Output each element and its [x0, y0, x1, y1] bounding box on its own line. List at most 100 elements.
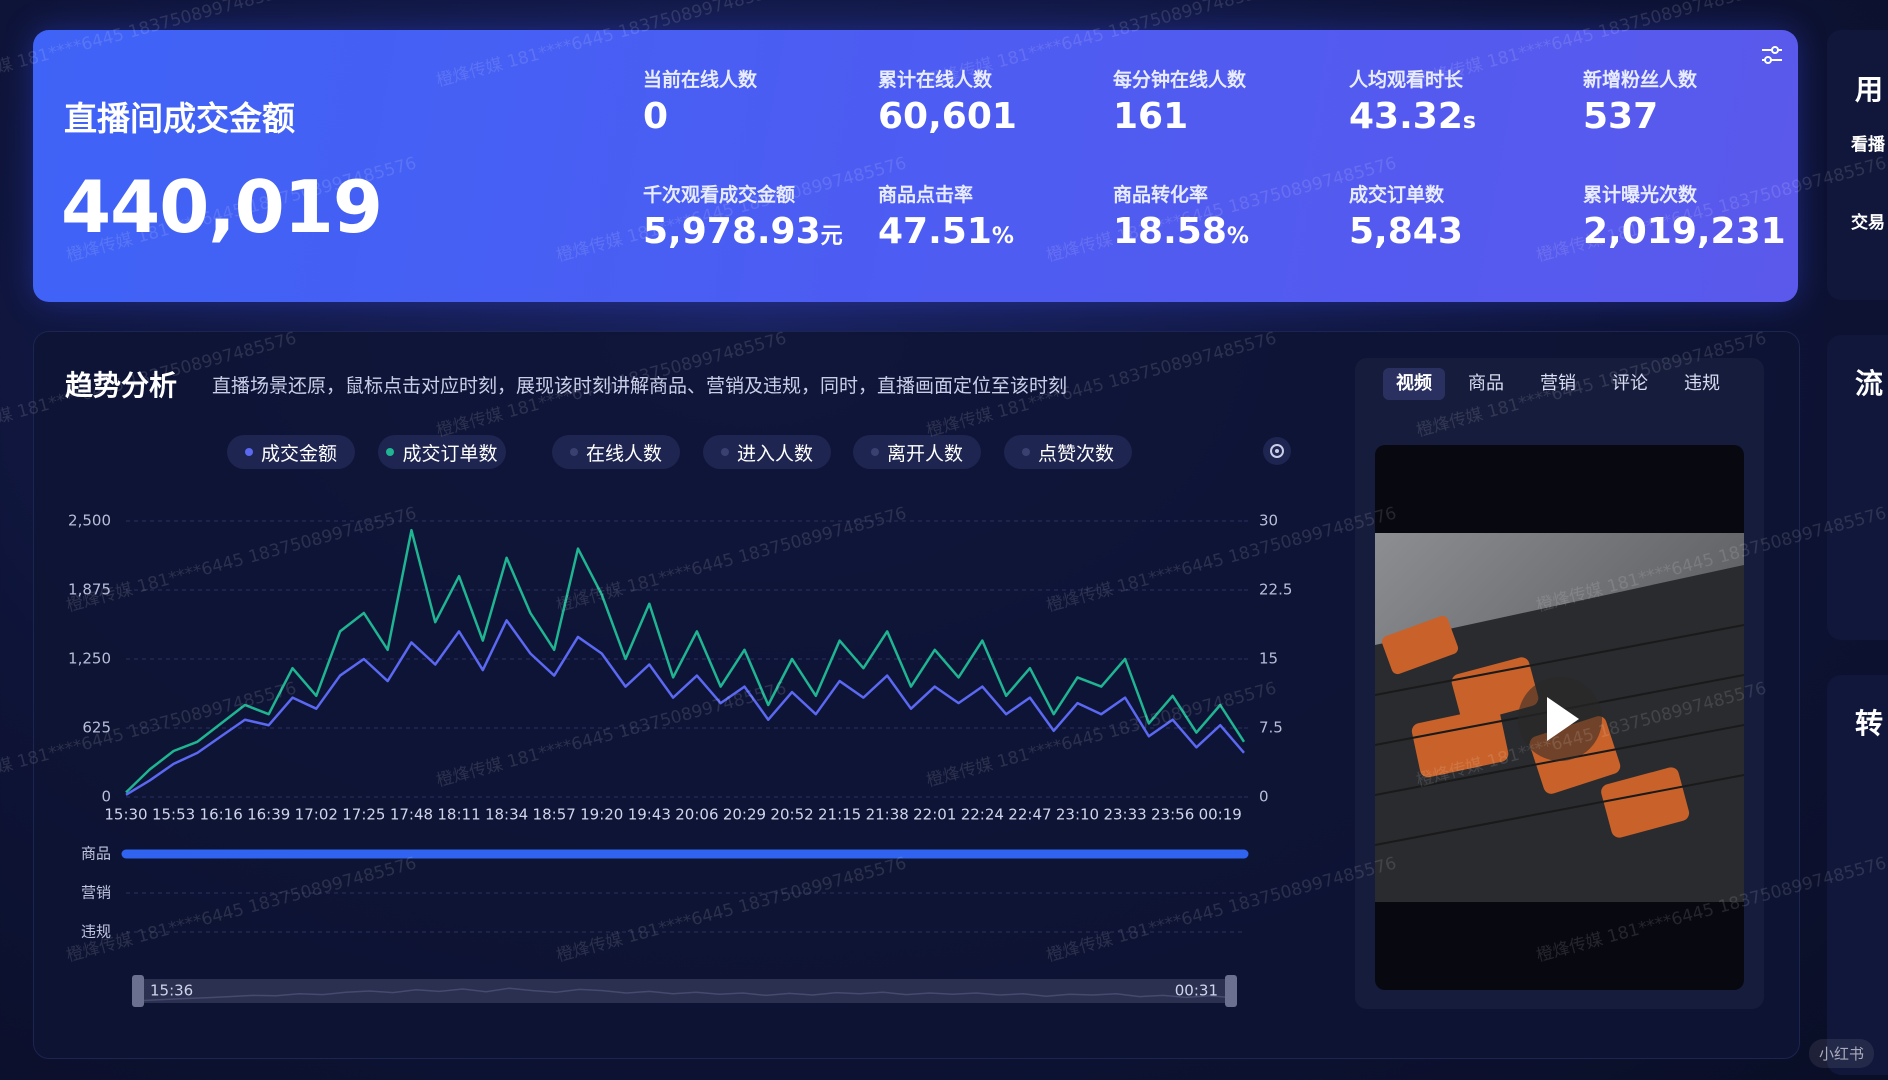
line-series — [125, 619, 1245, 796]
metric-value: 537 — [1583, 96, 1658, 137]
x-tick-label: 15:53 — [152, 806, 195, 824]
metric-value: 2,019,231 — [1583, 211, 1786, 252]
legend-item[interactable]: 离开人数 — [853, 435, 981, 469]
legend-item[interactable]: 成交金额 — [227, 435, 355, 469]
range-end: 00:31 — [1175, 982, 1218, 1000]
y2-tick-label: 7.5 — [1259, 719, 1283, 737]
legend-dot — [870, 448, 879, 456]
legend-label: 点赞次数 — [1037, 442, 1114, 465]
x-tick-label: 17:02 — [295, 806, 338, 824]
summary-card: 直播间成交金额 440,019 当前在线人数 0 累计在线人数 60,601 每分钟在线… — [33, 30, 1798, 302]
video-tab[interactable]: 商品 — [1468, 373, 1504, 394]
metric-unit: % — [1226, 224, 1249, 249]
metric-label: 新增粉丝人数 — [1583, 69, 1698, 91]
metric-label: 当前在线人数 — [643, 69, 758, 91]
metric-number: 537 — [1583, 96, 1659, 137]
row-label: 商品 — [81, 845, 111, 863]
x-tick-label: 20:52 — [770, 806, 813, 824]
row-label: 营销 — [81, 884, 111, 902]
metric-label: 累计曝光次数 — [1583, 184, 1698, 206]
x-tick-label: 21:15 — [818, 806, 861, 824]
metric-number: 2,019,231 — [1583, 211, 1786, 252]
x-tick-label: 17:25 — [342, 806, 385, 824]
legend-label: 成交金额 — [260, 442, 337, 465]
x-tick-label: 00:19 — [1199, 806, 1242, 824]
video-tab[interactable]: 违规 — [1684, 373, 1720, 394]
x-tick-label: 17:48 — [390, 806, 433, 824]
y-tick-label: 0 — [101, 788, 111, 806]
metric-value: 5,978.93元 — [643, 211, 843, 252]
x-tick-label: 23:33 — [1103, 806, 1146, 824]
slider-handle[interactable] — [1225, 975, 1237, 1007]
metric-number: 18.58 — [1113, 211, 1227, 252]
x-tick-label: 21:38 — [866, 806, 909, 824]
y2-tick-label: 22.5 — [1259, 581, 1292, 599]
x-tick-label: 16:16 — [200, 806, 243, 824]
x-tick-label: 22:24 — [961, 806, 1004, 824]
metric-label: 每分钟在线人数 — [1113, 69, 1247, 91]
video-panel: 视频 商品 营销 评论 违规 — [1355, 358, 1764, 1009]
metric-value: 43.32s — [1349, 96, 1476, 137]
x-tick-label: 23:10 — [1056, 806, 1099, 824]
y-tick-label: 2,500 — [68, 512, 111, 530]
y2-tick-label: 30 — [1259, 512, 1278, 530]
metric-value: 161 — [1113, 96, 1188, 137]
legend-item[interactable]: 成交订单数 — [378, 435, 506, 469]
metric-number: 47.51 — [878, 211, 992, 252]
metric-unit: s — [1462, 109, 1476, 134]
x-tick-label: 18:57 — [533, 806, 576, 824]
metric-label: 商品转化率 — [1113, 184, 1209, 206]
x-tick-label: 20:29 — [723, 806, 766, 824]
summary-title: 直播间成交金额 — [64, 99, 295, 138]
video-tab[interactable]: 评论 — [1612, 373, 1648, 394]
x-tick-label: 19:43 — [628, 806, 671, 824]
legend-label: 在线人数 — [585, 442, 662, 465]
badge: 小红书 — [1808, 1039, 1874, 1068]
side-label: 交易 — [1851, 213, 1885, 233]
metric-number: 43.32 — [1349, 96, 1463, 137]
side-card — [1827, 335, 1888, 640]
metric-value: 18.58% — [1113, 211, 1249, 252]
side-label: 流 — [1855, 367, 1884, 400]
video-player[interactable] — [1375, 445, 1744, 990]
summary-value: 440,019 — [61, 165, 383, 249]
y2-tick-label: 0 — [1259, 788, 1269, 806]
metric-unit: 元 — [820, 224, 843, 249]
x-tick-label: 18:11 — [437, 806, 480, 824]
side-panel: 用看播 交易流转 — [1827, 30, 1888, 1075]
side-card — [1827, 675, 1888, 1075]
legend-dot — [569, 448, 578, 456]
legend-item[interactable]: 进入人数 — [703, 435, 831, 469]
metric-value: 60,601 — [878, 96, 1017, 137]
metric-value: 5,843 — [1349, 211, 1463, 252]
legend-dot — [1021, 448, 1030, 456]
metric-value: 47.51% — [878, 211, 1014, 252]
video-tab[interactable]: 视频 — [1383, 368, 1445, 400]
legend-label: 进入人数 — [736, 442, 813, 465]
range-slider — [132, 979, 1237, 1003]
x-tick-label: 22:01 — [913, 806, 956, 824]
side-label: 转 — [1855, 707, 1884, 740]
metric-label: 人均观看时长 — [1349, 69, 1464, 91]
y-tick-label: 625 — [82, 719, 111, 737]
x-tick-label: 16:39 — [247, 806, 290, 824]
x-tick-label: 23:56 — [1151, 806, 1194, 824]
slider-preview — [135, 987, 1234, 1002]
metric-number: 5,843 — [1349, 211, 1463, 252]
legend-dot — [386, 448, 395, 456]
x-tick-label: 20:06 — [675, 806, 718, 824]
x-tick-label: 15:30 — [104, 806, 147, 824]
legend-settings[interactable] — [1262, 436, 1292, 466]
y2-tick-label: 15 — [1259, 650, 1278, 668]
slider-handle[interactable] — [132, 975, 144, 1007]
y-tick-label: 1,250 — [68, 650, 111, 668]
metric-label: 商品点击率 — [878, 184, 974, 206]
side-label: 看播 — [1851, 135, 1885, 155]
video-tab[interactable]: 营销 — [1540, 373, 1576, 394]
legend-item[interactable]: 在线人数 — [552, 435, 680, 469]
legend-item[interactable]: 点赞次数 — [1004, 435, 1132, 469]
settings-icon[interactable] — [1759, 42, 1785, 68]
metric-number: 60,601 — [878, 96, 1017, 137]
